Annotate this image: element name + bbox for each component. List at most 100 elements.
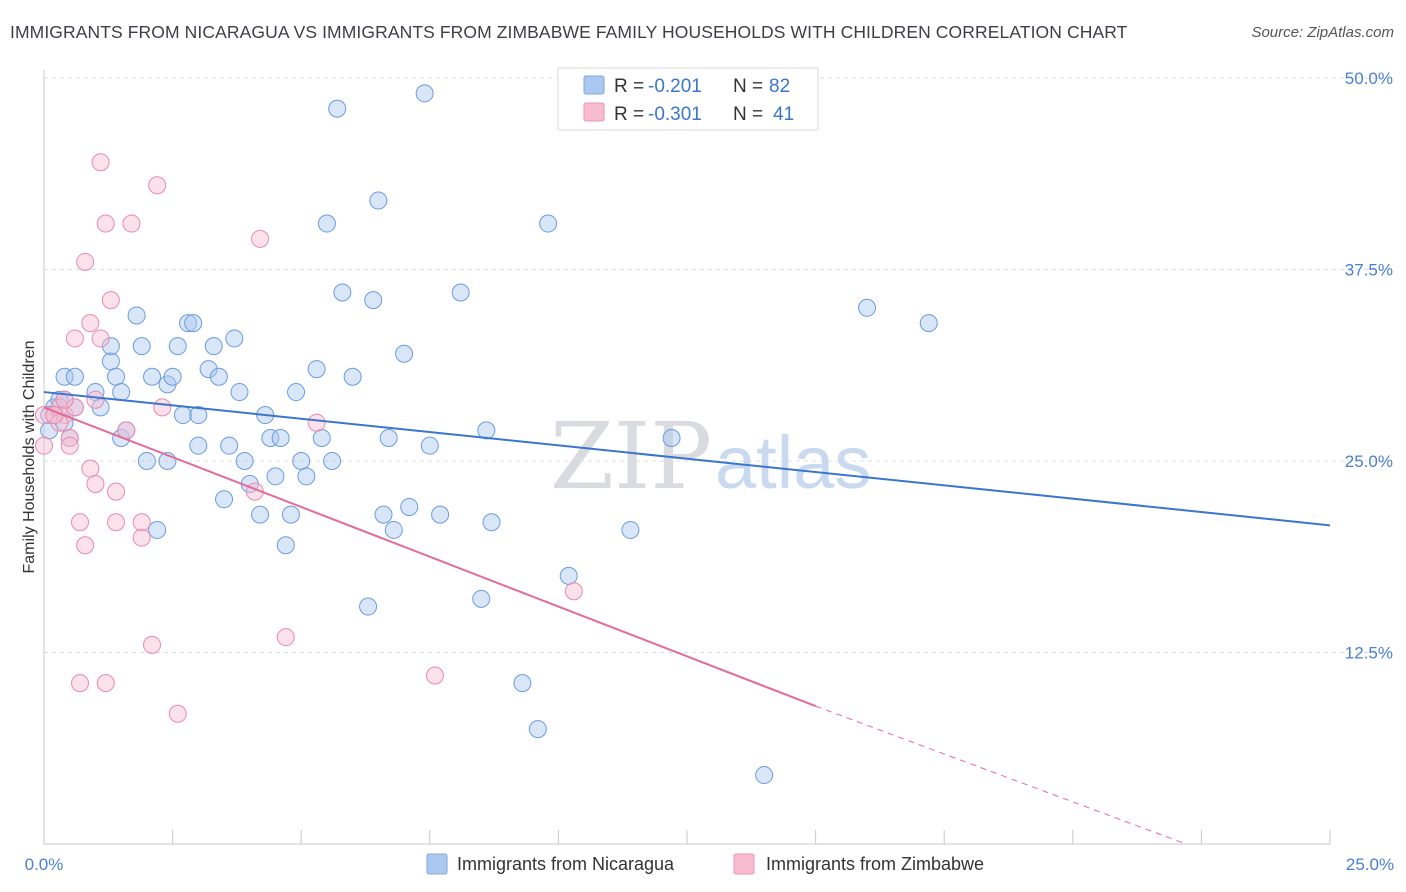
source-credit: Source: ZipAtlas.com (1251, 24, 1394, 41)
nicaragua-point (179, 314, 198, 333)
nicaragua-point (184, 314, 203, 333)
nicaragua-point (137, 452, 156, 470)
nicaragua-point (261, 429, 280, 448)
y-tick-label: 37.5% (1345, 261, 1393, 280)
zimbabwe-point (96, 214, 115, 233)
zimbabwe-point (81, 459, 100, 478)
nicaragua-point (755, 766, 774, 785)
zimbabwe-point (86, 390, 105, 409)
nicaragua-point (230, 383, 249, 402)
nicaragua-point (251, 505, 270, 524)
series-legend: Immigrants from Nicaragua Immigrants fro… (426, 853, 984, 875)
zimbabwe-point (425, 666, 444, 685)
zimbabwe-point (101, 291, 120, 310)
nicaragua-point (55, 367, 74, 386)
nicaragua-point (101, 352, 120, 371)
nicaragua-point (317, 214, 336, 233)
zimbabwe-point (65, 329, 84, 348)
nicaragua-point (621, 520, 640, 539)
nicaragua-point (292, 452, 311, 470)
nicaragua-point (107, 367, 126, 386)
nicaragua-point (101, 337, 120, 356)
zimbabwe-point (91, 329, 110, 348)
zimbabwe-point (148, 176, 167, 195)
watermark-atlas: atlas (715, 421, 871, 504)
nicaragua-point (333, 283, 352, 302)
legend-swatch-nicaragua (583, 75, 605, 95)
nicaragua-point (364, 291, 383, 310)
nicaragua-point (323, 452, 342, 470)
nicaragua-point (235, 452, 254, 470)
zimbabwe-point (35, 436, 53, 455)
nicaragua-point (163, 367, 182, 386)
zimbabwe-point (86, 474, 105, 493)
nicaragua-point (662, 429, 681, 448)
nicaragua-point (420, 436, 439, 455)
zimbabwe-point (35, 406, 53, 425)
nicaragua-point (215, 490, 234, 509)
legend-r-value-nicaragua: -0.201 (648, 76, 702, 97)
nicaragua-point (384, 520, 403, 539)
nicaragua-point (328, 99, 347, 118)
nicaragua-point (858, 298, 877, 317)
zimbabwe-point (251, 229, 270, 248)
y-tick-label: 25.0% (1345, 452, 1393, 471)
nicaragua-point (220, 436, 239, 455)
zimbabwe-point (307, 413, 326, 432)
nicaragua-point (297, 467, 316, 486)
nicaragua-point (472, 589, 491, 608)
series-legend-label-zimbabwe: Immigrants from Zimbabwe (766, 854, 984, 874)
nicaragua-points (40, 84, 938, 785)
nicaragua-point (369, 191, 388, 210)
x-tick-label-max: 25.0% (1346, 855, 1394, 874)
nicaragua-point (343, 367, 362, 386)
nicaragua-point (307, 360, 326, 379)
zimbabwe-point (76, 252, 95, 271)
zimbabwe-point (91, 153, 110, 172)
nicaragua-trend-line (43, 391, 1331, 527)
zimbabwe-point (71, 674, 90, 693)
nicaragua-point (395, 344, 414, 363)
watermark: ZIP atlas (550, 403, 871, 510)
zimbabwe-point (81, 314, 100, 333)
y-tick-label: 12.5% (1345, 644, 1393, 663)
legend-r-value-zimbabwe: -0.301 (648, 104, 702, 125)
chart-title: IMMIGRANTS FROM NICARAGUA VS IMMIGRANTS … (10, 22, 1128, 42)
watermark-zip: ZIP (550, 403, 712, 510)
nicaragua-point (559, 566, 578, 585)
zimbabwe-trend-line (43, 406, 816, 708)
nicaragua-point (276, 536, 295, 555)
y-tick-label: 50.0% (1345, 69, 1393, 88)
nicaragua-point (415, 84, 434, 103)
nicaragua-point (374, 505, 393, 524)
nicaragua-point (379, 429, 398, 448)
zimbabwe-point (132, 513, 151, 532)
nicaragua-point (189, 406, 208, 425)
legend-swatch-zimbabwe (583, 102, 605, 122)
nicaragua-point (539, 214, 558, 233)
nicaragua-point (173, 406, 192, 425)
nicaragua-point (312, 429, 331, 448)
series-legend-swatch-zimbabwe (733, 853, 755, 875)
series-legend-label-nicaragua: Immigrants from Nicaragua (457, 854, 675, 874)
zimbabwe-points (35, 153, 583, 723)
zimbabwe-point (96, 674, 115, 693)
stats-legend: R = -0.201 N = 82 R = -0.301 N = 41 (557, 67, 819, 131)
zimbabwe-point (143, 635, 162, 654)
nicaragua-point (143, 367, 162, 386)
legend-n-value-zimbabwe: 41 (773, 104, 794, 125)
nicaragua-point (266, 467, 285, 486)
nicaragua-point (271, 429, 290, 448)
x-tick-label-min: 0.0% (25, 855, 64, 874)
zimbabwe-point (107, 482, 126, 501)
zimbabwe-point (76, 536, 95, 555)
nicaragua-point (513, 674, 532, 693)
nicaragua-point (225, 329, 244, 348)
nicaragua-point (919, 314, 938, 333)
zimbabwe-point (60, 436, 79, 455)
nicaragua-point (400, 497, 419, 516)
zimbabwe-trend-extension (815, 705, 1187, 845)
zimbabwe-point (564, 582, 583, 601)
legend-r-label-zimbabwe: R = (614, 104, 644, 125)
